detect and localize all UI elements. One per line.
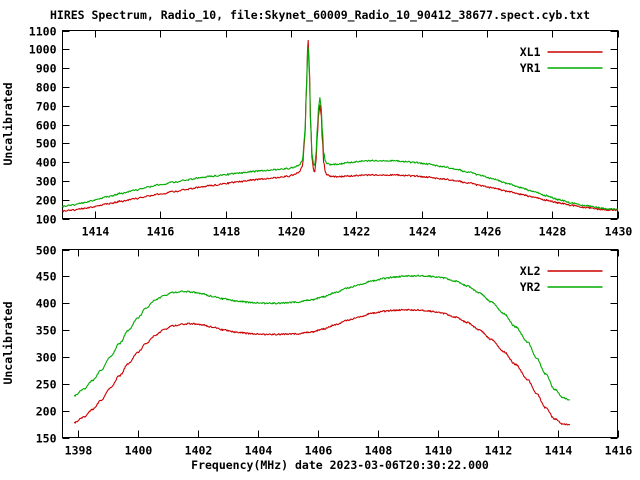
top-x-tick-label: 1424 bbox=[409, 225, 437, 239]
bottom-tick-marks bbox=[62, 249, 620, 440]
legend-label-xl1: XL1 bbox=[520, 45, 541, 59]
top-y-tick-label: 600 bbox=[36, 119, 57, 133]
bottom-x-tick-label: 1412 bbox=[485, 444, 513, 458]
top-y-tick-label: 100 bbox=[36, 213, 57, 227]
top-y-tick-label: 800 bbox=[36, 81, 57, 95]
bottom-plot-frame bbox=[61, 248, 619, 439]
top-x-tick-label: 1418 bbox=[213, 225, 241, 239]
top-x-tick-label: 1426 bbox=[474, 225, 502, 239]
bottom-data-traces bbox=[73, 274, 571, 426]
bottom-x-tick-label: 1414 bbox=[545, 444, 573, 458]
top-x-tick-label: 1428 bbox=[539, 225, 567, 239]
legend-label-yr1: YR1 bbox=[520, 61, 541, 75]
bottom-x-tick-label: 1406 bbox=[305, 444, 333, 458]
top-plot-frame bbox=[61, 29, 619, 220]
top-x-tick-label: 1414 bbox=[82, 225, 110, 239]
bottom-y-tick-label: 450 bbox=[36, 270, 57, 284]
top-y-tick-label: 1100 bbox=[29, 25, 57, 39]
top-y-tick-label: 900 bbox=[36, 62, 57, 76]
page-title: HIRES Spectrum, Radio_10, file:Skynet_60… bbox=[50, 8, 590, 23]
trace-xl2 bbox=[73, 308, 571, 426]
bottom-x-tick-label: 1400 bbox=[125, 444, 153, 458]
top-x-tick-label: 1422 bbox=[343, 225, 371, 239]
trace-xl1 bbox=[61, 39, 619, 213]
bottom-x-tick-label: 1410 bbox=[425, 444, 453, 458]
bottom-x-tick-label: 1404 bbox=[245, 444, 273, 458]
bottom-x-tick-label: 1408 bbox=[365, 444, 393, 458]
top-y-tick-label: 700 bbox=[36, 100, 57, 114]
bottom-y-tick-label: 400 bbox=[36, 297, 57, 311]
top-x-tick-label: 1430 bbox=[605, 225, 633, 239]
trace-yr1 bbox=[61, 47, 619, 211]
bottom-y-tick-label: 350 bbox=[36, 324, 57, 338]
bottom-y-tick-label: 150 bbox=[36, 432, 57, 446]
top-panel: 100 200 300 400 500 600 700 800 900 1000 1100 1414… bbox=[1, 25, 632, 239]
bottom-x-tick-labels: 1398 1400 1402 1404 1406 1408 1410 1412 1414 1416 bbox=[65, 444, 633, 458]
bottom-y-tick-labels: 150 200 250 300 350 400 450 500 bbox=[36, 244, 57, 446]
bottom-x-tick-label: 1416 bbox=[605, 444, 633, 458]
bottom-x-tick-label: 1398 bbox=[65, 444, 93, 458]
bottom-y-tick-label: 250 bbox=[36, 378, 57, 392]
bottom-y-tick-label: 300 bbox=[36, 351, 57, 365]
x-axis-title: Frequency(MHz) date 2023-03-06T20:30:22.… bbox=[191, 458, 489, 472]
bottom-panel: 150 200 250 300 350 400 450 500 1398 1400 1402 140… bbox=[1, 244, 632, 473]
top-tick-marks bbox=[62, 30, 620, 221]
top-data-traces bbox=[61, 39, 619, 213]
bottom-y-tick-label: 500 bbox=[36, 244, 57, 258]
legend-label-xl2: XL2 bbox=[520, 264, 541, 278]
bottom-y-axis-title: Uncalibrated bbox=[1, 301, 15, 384]
top-y-tick-label: 200 bbox=[36, 194, 57, 208]
top-y-tick-label: 400 bbox=[36, 156, 57, 170]
top-x-tick-labels: 1414 1416 1418 1420 1422 1424 1426 1428 1430 bbox=[82, 225, 633, 239]
top-y-tick-label: 300 bbox=[36, 175, 57, 189]
top-y-axis-title: Uncalibrated bbox=[1, 82, 15, 165]
trace-yr2 bbox=[73, 274, 571, 401]
top-x-tick-label: 1420 bbox=[278, 225, 306, 239]
top-y-tick-labels: 100 200 300 400 500 600 700 800 900 1000 1100 bbox=[29, 25, 57, 227]
top-x-tick-label: 1416 bbox=[147, 225, 175, 239]
legend-label-yr2: YR2 bbox=[520, 280, 541, 294]
top-y-tick-label: 1000 bbox=[29, 43, 57, 57]
bottom-x-tick-label: 1402 bbox=[185, 444, 213, 458]
top-y-tick-label: 500 bbox=[36, 137, 57, 151]
bottom-y-tick-label: 200 bbox=[36, 405, 57, 419]
